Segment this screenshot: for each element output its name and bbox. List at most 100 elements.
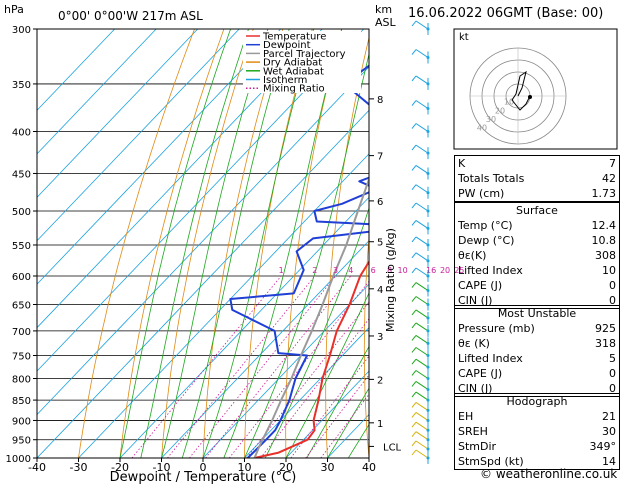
mixing-ratio-label: 6 xyxy=(371,266,376,275)
wind-dot xyxy=(426,387,430,391)
surface-panel: Surface Temp (°C) 12.4 Dewp (°C) 10.8 θε(K) 30… xyxy=(454,202,620,309)
table-row: EH 21 xyxy=(455,409,620,424)
wind-barb xyxy=(415,421,429,431)
pressure-tick-label: 1000 xyxy=(6,454,31,465)
pressure-tick-label: 350 xyxy=(12,80,31,91)
wind-barb-flag xyxy=(411,322,417,329)
series-temperature xyxy=(254,259,369,458)
pressure-tick-label: 850 xyxy=(12,396,31,407)
wind-barb-flag xyxy=(411,370,417,376)
table-row: θε(K) 308 xyxy=(455,248,620,263)
mixing-ratio-line xyxy=(131,275,282,458)
panel-heading: Hodograph xyxy=(506,395,568,408)
wind-barb xyxy=(415,309,429,319)
wind-barb-flag xyxy=(411,123,417,129)
wet-adiabat-line xyxy=(327,387,369,458)
altitude-tick-label: 2 xyxy=(377,375,383,386)
temperature-tick-label: 40 xyxy=(362,461,376,474)
row-label: PW (cm) xyxy=(458,187,505,200)
table-row: CIN (J) 0 xyxy=(455,381,620,397)
wind-barb xyxy=(415,449,429,459)
wind-dot xyxy=(426,398,430,402)
table-row: θε (K) 318 xyxy=(455,336,620,351)
isotherm-line xyxy=(37,29,281,285)
row-value: 0 xyxy=(609,294,616,307)
mixing-ratio-label: 3 xyxy=(333,266,338,275)
wind-barb-flag xyxy=(411,236,417,243)
storm-motion-dot xyxy=(528,95,532,99)
isotherm-line xyxy=(37,66,369,416)
row-label: CIN (J) xyxy=(458,294,493,307)
row-label: θε(K) xyxy=(458,249,487,262)
wind-barb xyxy=(415,219,429,229)
altitude-tick-label: 6 xyxy=(377,197,383,208)
altitude-tick-label: 8 xyxy=(377,95,383,106)
hodograph-ring-label: 40 xyxy=(477,124,487,133)
row-label: Dewp (°C) xyxy=(458,234,515,247)
wind-dot xyxy=(426,191,430,195)
wind-barb-flag xyxy=(411,282,417,288)
wind-barb xyxy=(415,334,429,344)
wind-dot xyxy=(426,428,430,432)
wind-dot xyxy=(426,353,430,357)
wind-dot xyxy=(426,151,430,155)
mixing-ratio-line xyxy=(189,275,336,458)
wind-barb-flag xyxy=(411,431,417,438)
lcl-label: LCL xyxy=(383,442,402,453)
wind-barb xyxy=(415,370,429,379)
hodograph-ring-label: 20 xyxy=(495,106,505,115)
row-value: 7 xyxy=(609,157,616,170)
wind-barb-flag xyxy=(411,412,417,418)
wind-barb-flag xyxy=(411,165,417,171)
wind-barb xyxy=(415,75,429,85)
wind-dot xyxy=(426,408,430,412)
km-label: km xyxy=(375,3,392,16)
table-row: Dewp (°C) 10.8 xyxy=(455,233,620,248)
table-row: Lifted Index 10 xyxy=(455,263,620,278)
wind-dot xyxy=(426,226,430,230)
series-dewpoint xyxy=(229,64,369,458)
isotherm-line xyxy=(244,327,369,458)
pressure-tick-label: 750 xyxy=(12,351,31,362)
wind-dot xyxy=(426,365,430,369)
row-value: 925 xyxy=(595,322,616,335)
altitude-tick-label: 5 xyxy=(377,238,383,249)
table-row: StmSpd (kt) 14 xyxy=(455,454,620,470)
row-label: Lifted Index xyxy=(458,264,523,277)
wind-dot xyxy=(426,316,430,320)
isotherm-line xyxy=(37,29,323,329)
temperature-tick-label: -10 xyxy=(153,461,171,474)
wind-barb-flag xyxy=(411,144,417,151)
altitude-tick-label: 7 xyxy=(377,152,383,163)
hpa-label: hPa xyxy=(4,3,24,16)
wind-dot xyxy=(426,171,430,175)
wind-barb xyxy=(415,402,429,411)
legend-label: Wet Adiabat xyxy=(263,66,324,77)
wind-barb xyxy=(415,381,429,390)
wind-barb xyxy=(415,440,429,450)
wind-barb-flag xyxy=(411,421,417,428)
isotherm-line xyxy=(78,153,369,458)
legend-label: Parcel Trajectory xyxy=(263,49,346,60)
location-label: 0°00' 0°00'W 217m ASL xyxy=(58,9,203,23)
table-row: SREH 30 xyxy=(455,424,620,439)
wet-adiabat-line xyxy=(140,29,249,458)
wind-barb-flag xyxy=(411,184,417,191)
isotherm-line xyxy=(37,29,198,198)
dry-adiabat-line xyxy=(119,29,225,458)
wind-barb-flag xyxy=(411,335,417,341)
table-row: Temp (°C) 12.4 xyxy=(455,218,620,233)
wind-barb-flag xyxy=(411,391,417,398)
pressure-tick-label: 300 xyxy=(12,25,31,36)
row-label: SREH xyxy=(458,425,488,438)
pressure-tick-label: 400 xyxy=(12,128,31,139)
row-label: Pressure (mb) xyxy=(458,322,535,335)
row-value: 10 xyxy=(602,264,616,277)
pressure-tick-label: 950 xyxy=(12,436,31,447)
row-label: K xyxy=(458,157,466,170)
wet-adiabat-line xyxy=(181,29,290,458)
wind-dot xyxy=(426,418,430,422)
wind-barb xyxy=(415,123,429,132)
row-value: 0 xyxy=(609,279,616,292)
panel-heading: Most Unstable xyxy=(497,307,577,320)
